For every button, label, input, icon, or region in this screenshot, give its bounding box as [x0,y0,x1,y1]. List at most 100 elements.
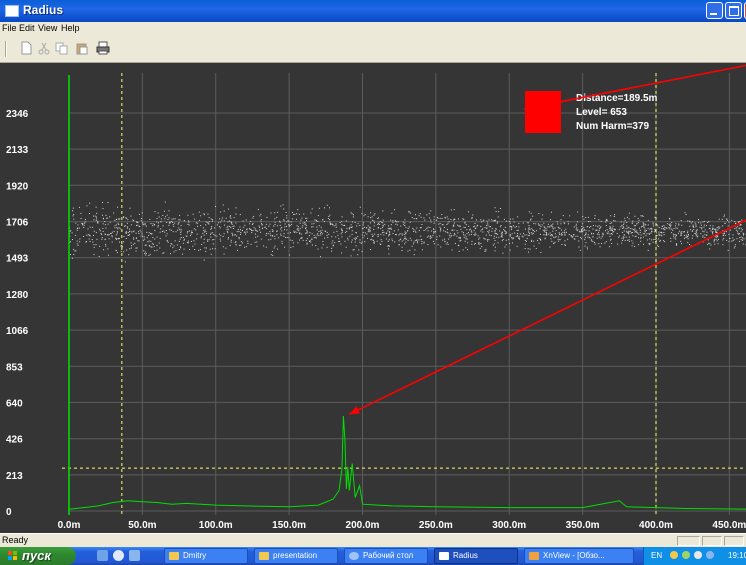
scatter-point [459,225,461,227]
task-xnview[interactable]: XnView - [Обзо... [524,548,634,564]
task-presentation[interactable]: presentation [254,548,338,564]
scatter-point [240,229,242,231]
scatter-point [283,235,285,237]
scatter-point [274,218,276,220]
scatter-point [504,226,506,228]
scatter-point [321,231,323,233]
scatter-point [421,243,423,245]
scatter-point [609,229,611,231]
scatter-point [634,235,636,237]
scatter-point [543,234,545,236]
plot-area[interactable]: 0.0m 50.0m 100.0m 150.0m 200.0m 250.0m 300.0m 3… [0,63,746,533]
scatter-point [137,222,139,224]
network-icon[interactable] [682,551,690,559]
scatter-point [694,222,696,224]
scatter-point [216,224,218,226]
ie-icon[interactable] [113,550,124,561]
scatter-point [376,240,378,242]
minimize-button[interactable] [706,2,723,19]
scatter-point [175,231,177,233]
scatter-point [497,216,499,218]
scatter-point [233,225,235,227]
scatter-point [350,212,352,214]
language-indicator[interactable]: EN [651,551,663,560]
copy-icon[interactable] [53,40,69,56]
scatter-point [208,239,210,241]
scatter-point [394,209,396,211]
scatter-point [576,221,578,223]
task-desktop[interactable]: Рабочий стол [344,548,428,564]
task-radius[interactable]: Radius [434,548,518,564]
scatter-point [277,225,279,227]
cut-icon[interactable] [36,40,52,56]
print-icon[interactable] [95,40,111,56]
menu-file[interactable]: File [2,23,17,33]
scatter-point [116,232,118,234]
scatter-point [223,233,225,235]
scatter-point [238,231,240,233]
scatter-point [136,224,138,226]
task-dmitry[interactable]: Dmitry [164,548,248,564]
scatter-point [595,225,597,227]
scatter-point [362,224,364,226]
scatter-point [453,222,455,224]
scatter-point [530,218,532,220]
scatter-point [426,214,428,216]
menu-edit[interactable]: Edit [19,23,35,33]
scatter-point [332,224,334,226]
scatter-point [227,228,229,230]
scatter-point [695,225,697,227]
scatter-point [166,240,168,242]
scatter-point [505,232,507,234]
media-icon[interactable] [129,550,140,561]
show-desktop-icon[interactable] [97,550,108,561]
scatter-point [235,244,237,246]
scatter-point [292,246,294,248]
scatter-point [157,222,159,224]
scatter-point [622,231,624,233]
scatter-point [544,237,546,239]
scatter-point [598,225,600,227]
maximize-button[interactable] [725,2,742,19]
scatter-point [404,236,406,238]
new-file-icon[interactable] [18,40,34,56]
scatter-point [664,226,666,228]
scatter-point [166,221,168,223]
scatter-point [611,233,613,235]
scatter-point [178,222,180,224]
scatter-point [160,218,162,220]
scatter-point [453,225,455,227]
scatter-point [495,219,497,221]
scatter-point [583,218,585,220]
scatter-point [223,253,225,255]
scatter-point [351,233,353,235]
scatter-point [118,238,120,240]
scatter-point [674,234,676,236]
close-button[interactable] [744,2,746,19]
level-marker-square [525,91,561,133]
tray-icon[interactable] [706,551,714,559]
scatter-point [382,210,384,212]
scatter-point [687,242,689,244]
volume-icon[interactable] [694,551,702,559]
scatter-point [105,227,107,229]
scatter-point [102,201,104,203]
scatter-point [356,225,358,227]
scatter-point [227,232,229,234]
scatter-point [377,223,379,225]
scatter-point [362,237,364,239]
scatter-point [582,215,584,217]
scatter-point [73,218,75,220]
menu-view[interactable]: View [38,23,58,33]
scatter-point [290,246,292,248]
scatter-point [297,227,299,229]
start-button[interactable]: пуск [0,547,76,565]
scatter-point [613,228,615,230]
scatter-point [321,229,323,231]
scatter-point [115,224,117,226]
scatter-point [89,226,91,228]
paste-icon[interactable] [74,40,90,56]
menu-help[interactable]: Help [61,23,80,33]
scatter-point [205,250,207,252]
tray-icon[interactable] [670,551,678,559]
